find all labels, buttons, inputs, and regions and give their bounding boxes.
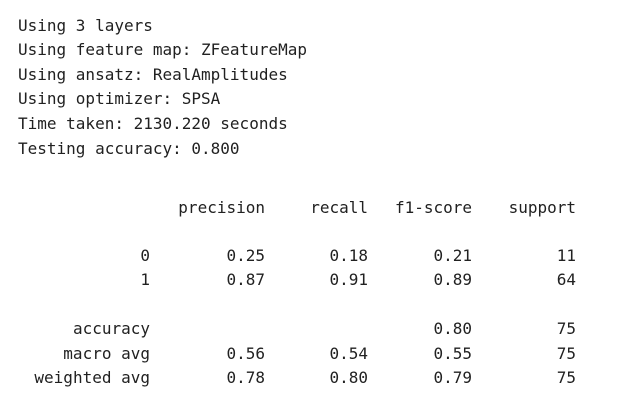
row-support: 75 [556, 368, 576, 387]
row-label: 1 [140, 270, 150, 289]
row-label: 0 [140, 246, 150, 265]
report-header-row: precision recall f1-score support [0, 196, 618, 220]
log-line-layers: Using 3 layers [18, 16, 153, 35]
row-precision: 0.78 [226, 368, 265, 387]
row-f1-score: 0.21 [433, 246, 472, 265]
row-label: weighted avg [34, 368, 150, 387]
row-support: 75 [556, 319, 576, 338]
report-row-weighted-avg: weighted avg 0.78 0.80 0.79 75 [0, 366, 618, 390]
row-f1-score: 0.79 [433, 368, 472, 387]
report-row-class-0: 0 0.25 0.18 0.21 11 [0, 244, 618, 268]
row-support: 64 [556, 270, 576, 289]
log-line-time-taken: Time taken: 2130.220 seconds [18, 114, 288, 133]
row-precision: 0.87 [226, 270, 265, 289]
log-line-ansatz: Using ansatz: RealAmplitudes [18, 65, 288, 84]
row-f1-score: 0.89 [433, 270, 472, 289]
row-recall: 0.54 [329, 344, 368, 363]
row-f1-score: 0.55 [433, 344, 472, 363]
report-row-macro-avg: macro avg 0.56 0.54 0.55 75 [0, 342, 618, 366]
log-line-optimizer: Using optimizer: SPSA [18, 89, 221, 108]
header-support: support [508, 198, 576, 217]
row-f1-score: 0.80 [433, 319, 472, 338]
row-recall: 0.18 [329, 246, 368, 265]
log-line-feature-map: Using feature map: ZFeatureMap [18, 40, 307, 59]
row-precision: 0.25 [226, 246, 265, 265]
header-recall: recall [310, 198, 368, 217]
row-precision: 0.56 [226, 344, 265, 363]
row-label: accuracy [72, 319, 150, 338]
row-recall: 0.91 [329, 270, 368, 289]
row-recall: 0.80 [329, 368, 368, 387]
log-line-testing-accuracy: Testing accuracy: 0.800 [18, 139, 240, 158]
row-support: 11 [556, 246, 576, 265]
header-precision: precision [178, 198, 265, 217]
report-row-accuracy: accuracy 0.80 75 [0, 317, 618, 341]
report-row-class-1: 1 0.87 0.91 0.89 64 [0, 268, 618, 292]
row-support: 75 [556, 344, 576, 363]
row-label: macro avg [63, 344, 150, 363]
header-f1-score: f1-score [394, 198, 472, 217]
